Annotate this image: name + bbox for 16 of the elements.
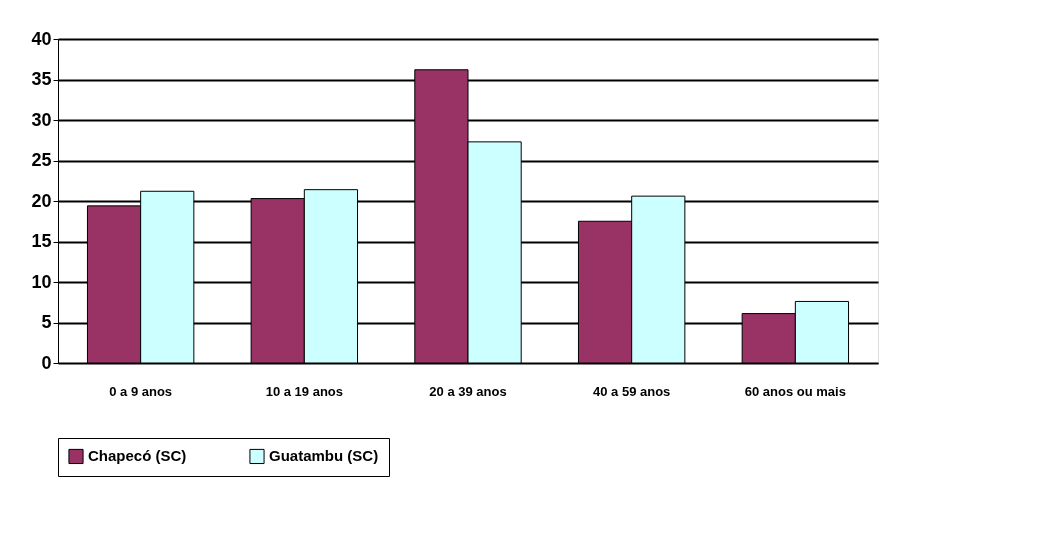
x-tick-label: 0 a 9 anos xyxy=(109,383,173,399)
y-tick-label: 15 xyxy=(31,231,52,251)
y-tick-label: 30 xyxy=(31,109,52,130)
y-tick-label: 10 xyxy=(31,271,52,292)
x-tick-label: 40 a 59 anos xyxy=(593,383,671,399)
y-tick-label: 5 xyxy=(41,312,52,332)
y-tick-label: 35 xyxy=(31,69,52,89)
x-tick-label: 10 a 19 anos xyxy=(265,383,343,399)
x-tick-label: 60 anos ou mais xyxy=(744,383,846,399)
legend-label: Chapecó (SC) xyxy=(88,447,187,465)
y-tick-label: 25 xyxy=(31,150,52,170)
legend-label: Guatambu (SC) xyxy=(269,447,379,465)
y-tick-label: 40 xyxy=(31,28,52,49)
x-tick-label: 20 a 39 anos xyxy=(429,383,507,399)
y-tick-label: 0 xyxy=(41,352,52,373)
y-tick-label: 20 xyxy=(31,190,52,211)
